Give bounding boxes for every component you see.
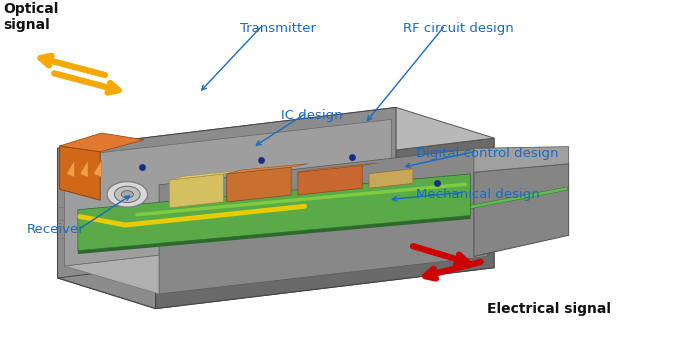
Polygon shape [298,163,378,172]
Polygon shape [60,146,100,200]
Text: RF circuit design: RF circuit design [403,22,514,35]
Text: IC design: IC design [281,109,343,122]
Polygon shape [66,160,74,177]
Polygon shape [159,147,487,294]
Polygon shape [135,182,467,217]
Polygon shape [471,187,567,209]
Polygon shape [169,174,223,208]
Polygon shape [58,107,396,278]
Polygon shape [64,119,391,266]
Polygon shape [227,167,291,202]
Polygon shape [369,169,413,188]
Text: Digital control design: Digital control design [416,147,559,160]
Polygon shape [298,165,362,195]
Polygon shape [58,148,156,309]
Polygon shape [169,170,240,180]
Ellipse shape [121,191,133,198]
Polygon shape [58,237,494,309]
Polygon shape [474,147,569,172]
Polygon shape [58,107,494,179]
Polygon shape [227,164,308,174]
Text: Optical
signal: Optical signal [3,2,59,32]
Polygon shape [80,160,88,177]
Polygon shape [78,174,471,251]
Text: Transmitter: Transmitter [240,22,316,35]
Polygon shape [93,160,102,177]
Polygon shape [60,133,144,152]
Polygon shape [64,228,487,294]
Ellipse shape [114,186,140,203]
Text: Electrical signal: Electrical signal [487,302,611,316]
Text: Mechanical design: Mechanical design [416,188,540,201]
Text: Receiver: Receiver [27,223,85,236]
Polygon shape [474,164,569,256]
Polygon shape [156,138,494,309]
Ellipse shape [107,181,148,207]
Polygon shape [78,216,471,254]
